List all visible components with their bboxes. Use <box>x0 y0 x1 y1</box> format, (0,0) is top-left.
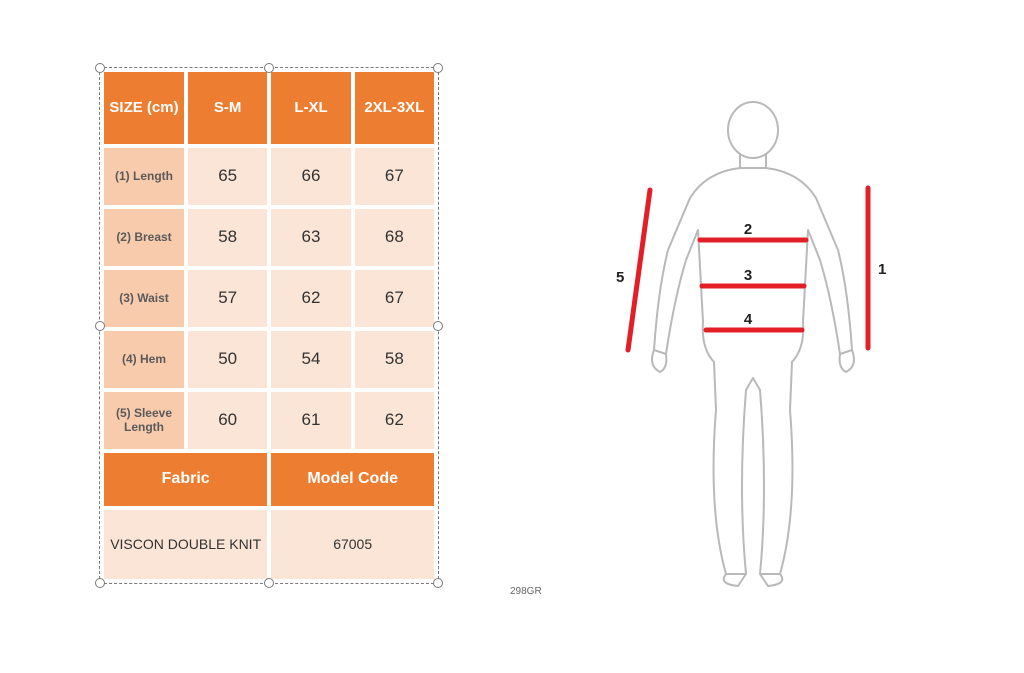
cell: 61 <box>269 390 352 451</box>
cell: 50 <box>186 329 269 390</box>
weight-label: 298GR <box>510 586 542 597</box>
table-row: (5) Sleeve Length 60 61 62 <box>102 390 436 451</box>
col-header-lxl: L-XL <box>269 70 352 146</box>
resize-handle[interactable] <box>264 63 274 73</box>
resize-handle[interactable] <box>95 578 105 588</box>
size-chart: SIZE (cm) S-M L-XL 2XL-3XL (1) Length 65… <box>100 68 438 583</box>
col-header-2xl: 2XL-3XL <box>353 70 436 146</box>
resize-handle[interactable] <box>433 578 443 588</box>
measure-label-5: 5 <box>616 269 624 286</box>
measure-label-1: 1 <box>878 261 886 278</box>
table-footer-header-row: Fabric Model Code <box>102 451 436 508</box>
table-row: (3) Waist 57 62 67 <box>102 268 436 329</box>
table-row: (2) Breast 58 63 68 <box>102 207 436 268</box>
col-header-sm: S-M <box>186 70 269 146</box>
table-footer-value-row: VISCON DOUBLE KNIT 67005 <box>102 508 436 581</box>
cell: 58 <box>186 207 269 268</box>
cell: 67 <box>353 146 436 207</box>
row-label-hem: (4) Hem <box>102 329 186 390</box>
cell: 67 <box>353 268 436 329</box>
size-table: SIZE (cm) S-M L-XL 2XL-3XL (1) Length 65… <box>100 68 438 583</box>
measure-line-5 <box>628 190 650 350</box>
resize-handle[interactable] <box>95 63 105 73</box>
cell: 68 <box>353 207 436 268</box>
row-label-waist: (3) Waist <box>102 268 186 329</box>
row-label-sleeve: (5) Sleeve Length <box>102 390 186 451</box>
cell: 58 <box>353 329 436 390</box>
row-label-breast: (2) Breast <box>102 207 186 268</box>
cell: 60 <box>186 390 269 451</box>
body-figure-svg: 1 2 3 4 5 <box>588 90 918 590</box>
table-header-row: SIZE (cm) S-M L-XL 2XL-3XL <box>102 70 436 146</box>
footer-fabric-value: VISCON DOUBLE KNIT <box>102 508 269 581</box>
cell: 62 <box>269 268 352 329</box>
table-row: (1) Length 65 66 67 <box>102 146 436 207</box>
col-header-size: SIZE (cm) <box>102 70 186 146</box>
cell: 66 <box>269 146 352 207</box>
cell: 62 <box>353 390 436 451</box>
row-label-length: (1) Length <box>102 146 186 207</box>
body-figure: 1 2 3 4 5 <box>588 90 918 590</box>
resize-handle[interactable] <box>433 321 443 331</box>
resize-handle[interactable] <box>95 321 105 331</box>
resize-handle[interactable] <box>433 63 443 73</box>
footer-fabric-label: Fabric <box>102 451 269 508</box>
table-row: (4) Hem 50 54 58 <box>102 329 436 390</box>
cell: 63 <box>269 207 352 268</box>
cell: 54 <box>269 329 352 390</box>
footer-modelcode-value: 67005 <box>269 508 436 581</box>
resize-handle[interactable] <box>264 578 274 588</box>
measure-label-3: 3 <box>744 267 752 284</box>
cell: 65 <box>186 146 269 207</box>
cell: 57 <box>186 268 269 329</box>
measure-label-4: 4 <box>744 311 753 328</box>
body-outline <box>652 102 854 586</box>
measure-label-2: 2 <box>744 221 752 238</box>
footer-modelcode-label: Model Code <box>269 451 436 508</box>
